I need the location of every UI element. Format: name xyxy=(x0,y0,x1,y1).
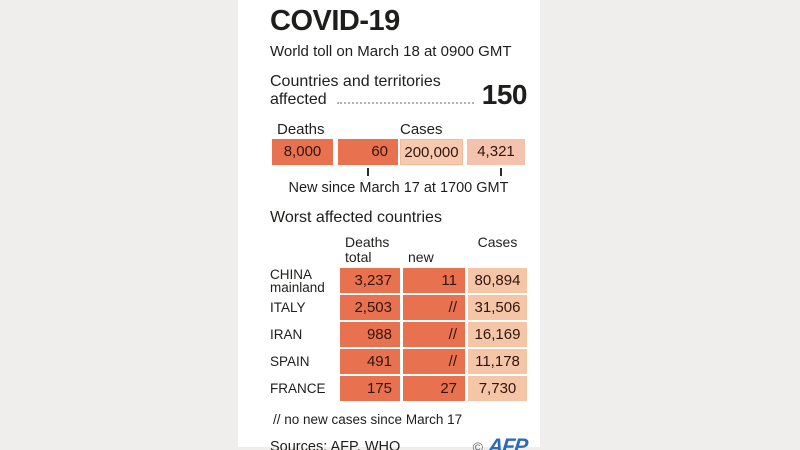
deaths-total-cell: 3,237 xyxy=(340,268,400,293)
deaths-new-cell: // xyxy=(403,349,465,374)
cases-cell: 11,178 xyxy=(468,349,527,374)
country-table: CHINA mainland 3,237 11 80,894 ITALY 2,5… xyxy=(270,266,527,401)
table-row-france: FRANCE 175 27 7,730 xyxy=(270,376,527,401)
col-header-deaths: Deaths xyxy=(345,234,390,250)
deaths-new-cell: // xyxy=(403,322,465,347)
table-row-china: CHINA mainland 3,237 11 80,894 xyxy=(270,266,527,295)
country-label: SPAIN xyxy=(270,354,310,369)
footer: Sources: AFP, WHO © AFP xyxy=(270,435,529,450)
cases-label: Cases xyxy=(400,121,443,138)
cases-cell: 16,169 xyxy=(468,322,527,347)
country-label: CHINA mainland xyxy=(270,266,325,295)
country-label: ITALY xyxy=(270,300,306,315)
table-row-spain: SPAIN 491 // 11,178 xyxy=(270,349,527,374)
new-cases-tick xyxy=(500,168,502,176)
cases-cell: 31,506 xyxy=(468,295,527,320)
affected-count: 150 xyxy=(481,79,528,110)
page-title: COVID-19 xyxy=(270,5,400,37)
table-footnote: // no new cases since March 17 xyxy=(273,412,463,427)
deaths-label: Deaths xyxy=(277,121,325,138)
deaths-total-cell: 2,503 xyxy=(340,295,400,320)
cases-new-box: 4,321 xyxy=(467,139,525,165)
col-header-cases: Cases xyxy=(477,234,518,250)
afp-logo: AFP xyxy=(486,435,529,450)
cases-total-box: 200,000 xyxy=(400,139,463,165)
deaths-new-cell: // xyxy=(403,295,465,320)
col-header-total: total xyxy=(345,249,372,265)
deaths-new-cell: 11 xyxy=(403,268,465,293)
new-deaths-tick xyxy=(367,168,369,176)
country-label: FRANCE xyxy=(270,381,326,396)
deaths-new-cell: 27 xyxy=(403,376,465,401)
affected-label-line2: affected xyxy=(270,91,327,108)
countries-affected-section: Countries and territories affected 150 xyxy=(270,73,528,110)
sources-text: Sources: AFP, WHO xyxy=(270,439,401,450)
table-row-italy: ITALY 2,503 // 31,506 xyxy=(270,295,527,320)
worst-affected-heading: Worst affected countries xyxy=(270,209,442,226)
dotted-leader xyxy=(336,102,474,104)
world-toll-section: Deaths Cases 8,000 60 200,000 4,321 New … xyxy=(270,121,527,196)
copyright-icon: © xyxy=(472,439,483,450)
new-since-note: New since March 17 at 1700 GMT xyxy=(288,180,509,196)
col-header-new: new xyxy=(408,249,434,265)
deaths-total-box: 8,000 xyxy=(272,139,333,165)
cases-cell: 80,894 xyxy=(468,268,527,293)
deaths-new-box: 60 xyxy=(338,139,398,165)
infographic-panel: COVID-19 World toll on March 18 at 0900 … xyxy=(238,0,540,450)
deaths-total-cell: 175 xyxy=(340,376,400,401)
table-header: Deaths total new Cases xyxy=(270,235,527,265)
deaths-total-cell: 988 xyxy=(340,322,400,347)
deaths-total-cell: 491 xyxy=(340,349,400,374)
table-row-iran: IRAN 988 // 16,169 xyxy=(270,322,527,347)
country-label: IRAN xyxy=(270,327,303,342)
affected-label-line1: Countries and territories xyxy=(270,73,441,90)
cases-cell: 7,730 xyxy=(468,376,527,401)
subtitle: World toll on March 18 at 0900 GMT xyxy=(270,43,512,60)
